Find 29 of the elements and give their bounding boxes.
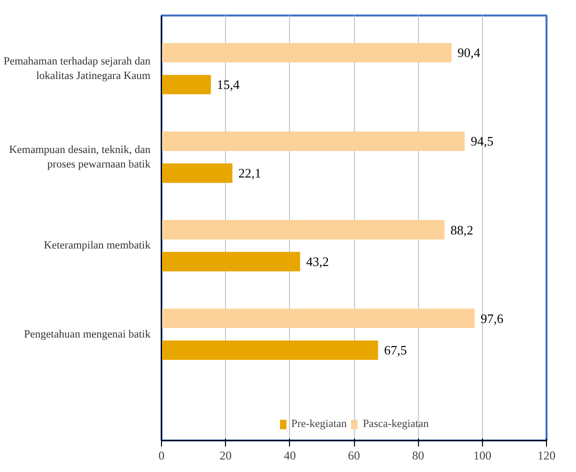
bar [162, 340, 378, 360]
x-tick-label: 60 [348, 448, 360, 462]
x-tick-label: 0 [158, 448, 164, 462]
bar [162, 74, 211, 94]
y-tick-label: Pemahaman terhadap sejarah dan lokalitas Jatinegara Kaum [4, 55, 151, 82]
data-label: 67,5 [384, 342, 407, 358]
data-label: 94,5 [470, 134, 494, 149]
x-tick-label: 120 [538, 448, 556, 462]
bar [162, 131, 465, 151]
bar [162, 163, 232, 183]
x-tick-label: 80 [412, 448, 424, 462]
data-label: 22,1 [238, 166, 262, 181]
bar [162, 252, 300, 272]
y-tick-label: Keterampilan membatik [44, 240, 151, 252]
bar [162, 42, 452, 62]
data-label: 15,4 [216, 77, 240, 92]
legend-label: Pre-kegiatan [291, 418, 347, 430]
data-label: 43,2 [306, 254, 329, 270]
legend-label: Pasca-kegiatan [362, 418, 429, 430]
data-label: 90,4 [458, 45, 481, 60]
bar [162, 220, 444, 240]
y-tick-label: Kemampuan desain, teknik, dan proses pewarnaan batik [9, 144, 151, 170]
x-tick-label: 40 [284, 448, 296, 462]
data-label: 97,6 [480, 310, 504, 326]
x-tick-label: 20 [220, 448, 232, 462]
bar [162, 308, 475, 328]
y-tick-label: Pengetahuan mengenai batik [24, 328, 151, 340]
data-label: 88,2 [450, 222, 474, 238]
x-tick-label: 100 [473, 448, 492, 462]
